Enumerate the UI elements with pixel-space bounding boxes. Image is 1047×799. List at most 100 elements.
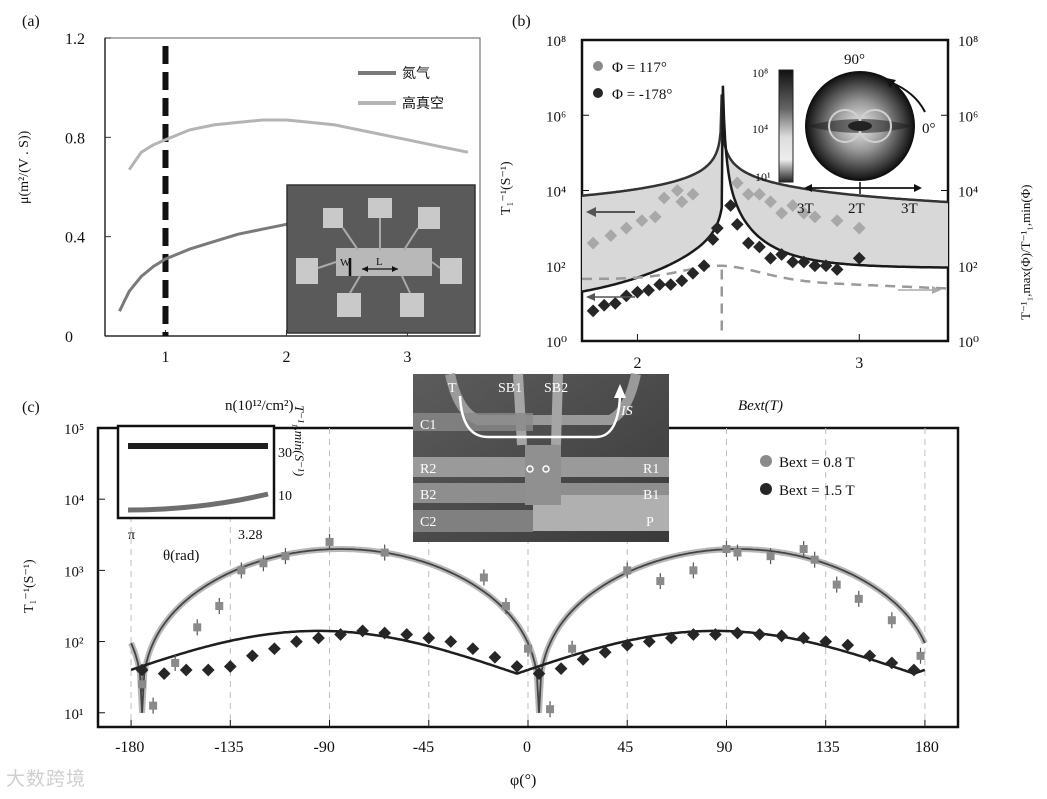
ratio-dashed-curve: [582, 264, 948, 290]
colorbar-tick-1e8: 10⁸: [752, 66, 768, 80]
panel-b-y-tick-label-right: 10⁶: [958, 109, 978, 125]
panel-b-y-tick-label-right: 10²: [958, 260, 978, 276]
panel-c-ylabel: T₁⁻¹(S⁻¹): [22, 559, 37, 613]
panel-c-y-tick-label: 10⁵: [64, 422, 84, 438]
panel-c-x-tick-label: -135: [214, 739, 243, 756]
panel-b-ylabel-right: T⁻¹₁,max(Φ)/T⁻¹₁,min(Φ): [1018, 184, 1033, 320]
tmin-inset-plot: π 3.28 30 10 θ(rad) T⁻¹₁,min(S⁻¹): [116, 405, 307, 564]
tmin-curve-low: [127, 491, 269, 513]
legend-label-nitrogen: 氮气: [402, 66, 430, 82]
inset-tick-30: 30: [278, 446, 292, 461]
panel-c-x-tick-label: 180: [915, 739, 939, 756]
sem-label-c1: C1: [420, 418, 436, 433]
legend-marker-b15: [760, 483, 772, 495]
panel-c-x-tick-label: -90: [314, 739, 335, 756]
b08-data-point: [656, 577, 665, 586]
panel-a-x-tick-label: 1: [161, 349, 169, 366]
panel-a-x-tick-label: 3: [403, 349, 411, 366]
panel-c-x-tick-label: 135: [816, 739, 840, 756]
b08-data-point: [854, 594, 863, 603]
panel-b-y-tick-label-right: 10⁰: [958, 335, 979, 351]
legend-label-b08: Bext = 0.8 T: [779, 455, 855, 471]
legend-label-vacuum: 高真空: [402, 95, 444, 112]
b08-data-point: [281, 552, 290, 561]
inset-tick-pi: π: [128, 528, 135, 543]
b08-data-point: [887, 616, 896, 625]
legend-marker-phi117: [593, 61, 603, 71]
b08-data-point: [766, 552, 775, 561]
panel-c-xlabel: φ(°): [510, 772, 536, 789]
panel-b-shaded-region: [582, 85, 948, 292]
panel-b-x-tick-label: 2: [633, 355, 641, 372]
b08-data-point: [916, 651, 925, 660]
panel-a-x-tick-label: 2: [282, 349, 290, 366]
b08-data-point: [524, 644, 532, 653]
panel-a-axes: 1 2 3 0 0.4 0.8 1.2: [65, 31, 481, 366]
colorbar-tick-1e1: 10¹: [755, 170, 771, 184]
b15-fit-curve: [130, 629, 926, 675]
b08-data-point: [171, 658, 180, 667]
b08-data-point: [623, 566, 632, 575]
panel-a-xlabel: n(10¹²/cm²): [225, 398, 293, 414]
panel-b-ylabel-left: T₁⁻¹(S⁻¹): [499, 161, 514, 215]
b08-data-point: [568, 644, 577, 653]
colorbar-tick-1e4: 10⁴: [752, 122, 768, 136]
inset-tick-10: 10: [278, 489, 292, 504]
b08-data-point: [237, 566, 246, 575]
angle-label-0: 0°: [922, 121, 936, 137]
panel-b-y-tick-label: 10⁰: [546, 335, 567, 351]
b08-data-point: [832, 580, 841, 589]
panel-c-x-tick-label: 0: [523, 739, 531, 756]
b08-data-point: [380, 548, 389, 557]
panel-label-b: (b): [512, 13, 531, 30]
inset-w-label: W: [340, 257, 351, 269]
panel-b-y-tick-label: 10⁶: [546, 109, 566, 125]
inset-xlabel: θ(rad): [163, 548, 199, 564]
b08-data-point: [546, 705, 555, 714]
colorbar: [778, 69, 794, 183]
sem-label-sb2: SB2: [544, 381, 568, 396]
b08-data-point: [138, 680, 147, 689]
b08-data-point: [215, 601, 224, 610]
legend-marker-phi-178: [593, 88, 603, 98]
inset-tick-328: 3.28: [238, 528, 263, 543]
panel-label-a: (a): [22, 13, 40, 30]
inset-axis-label-mid: 2T: [848, 201, 865, 217]
inset-axis-label-left: 3T: [797, 201, 814, 217]
panel-b-xlabel: Bext(T): [738, 398, 783, 414]
panel-c-x-tick-label: 90: [716, 739, 732, 756]
sem-label-r2: R2: [420, 462, 436, 477]
sem-label-is: IS: [620, 404, 633, 419]
sem-label-r1: R1: [643, 462, 659, 477]
panel-b: (b) T₁⁻¹(S⁻¹) T⁻¹₁,max(Φ)/T⁻¹₁,min(Φ) 2 3…: [499, 13, 1033, 414]
b08-data-point: [479, 573, 488, 582]
legend-label-phi-178: Φ = -178°: [612, 87, 672, 103]
b08-data-point: [259, 559, 268, 568]
sem-label-b1: B1: [643, 488, 659, 503]
sem-label-c2: C2: [420, 515, 436, 530]
sem-label-b2: B2: [420, 488, 436, 503]
sem-micrograph-inset: T SB1 SB2 IS C1 R2 R1 B2 B1 C2 P: [413, 372, 669, 542]
panel-a-y-tick-label: 1.2: [65, 31, 85, 48]
watermark: 大数跨境: [6, 768, 87, 790]
device-micrograph-inset: W L: [286, 184, 476, 334]
panel-label-c: (c): [22, 399, 40, 416]
panel-a-y-tick-label: 0.8: [65, 130, 85, 147]
panel-b-y-tick-label: 10⁴: [546, 185, 566, 201]
inset-axis-label-right: 3T: [901, 201, 918, 217]
panel-c-y-tick-label: 10²: [64, 636, 84, 652]
vacuum-mobility-curve: [127, 118, 469, 171]
panel-a-ylabel: μ(m²/(V . S)): [17, 130, 32, 204]
panel-c-x-tick-label: -45: [413, 739, 434, 756]
b08-data-point: [325, 537, 334, 546]
b08-data-point: [149, 701, 158, 710]
b08-data-point: [501, 601, 510, 610]
panel-c-y-tick-label: 10³: [64, 564, 84, 580]
sem-label-sb1: SB1: [498, 381, 522, 396]
inset-l-label: L: [376, 256, 383, 268]
b08-data-point: [193, 623, 202, 632]
panel-c-y-tick-label: 10⁴: [64, 493, 84, 509]
polar-colormap-inset: 10⁸ 10⁴ 10¹ 90° 0° 3T 2T 3T: [752, 52, 936, 217]
legend-label-phi117: Φ = 117°: [612, 60, 667, 76]
panel-b-y-tick-label: 10²: [546, 260, 566, 276]
